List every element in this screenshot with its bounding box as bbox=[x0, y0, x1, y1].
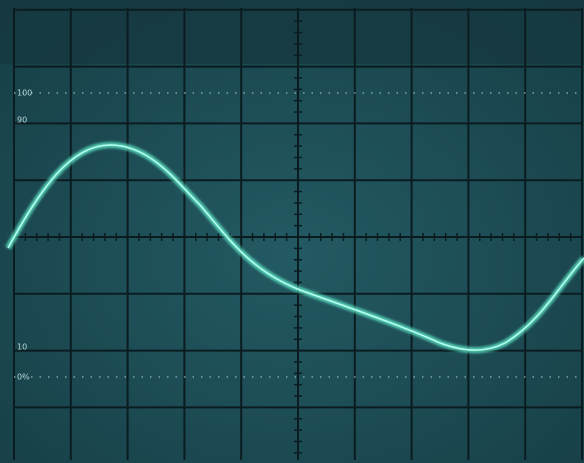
scale-label: 0% bbox=[17, 373, 30, 382]
waveform bbox=[7, 144, 584, 351]
scale-label: 10 bbox=[17, 343, 27, 352]
scale-label: 100 bbox=[17, 89, 32, 98]
scale-label: 90 bbox=[17, 116, 27, 125]
